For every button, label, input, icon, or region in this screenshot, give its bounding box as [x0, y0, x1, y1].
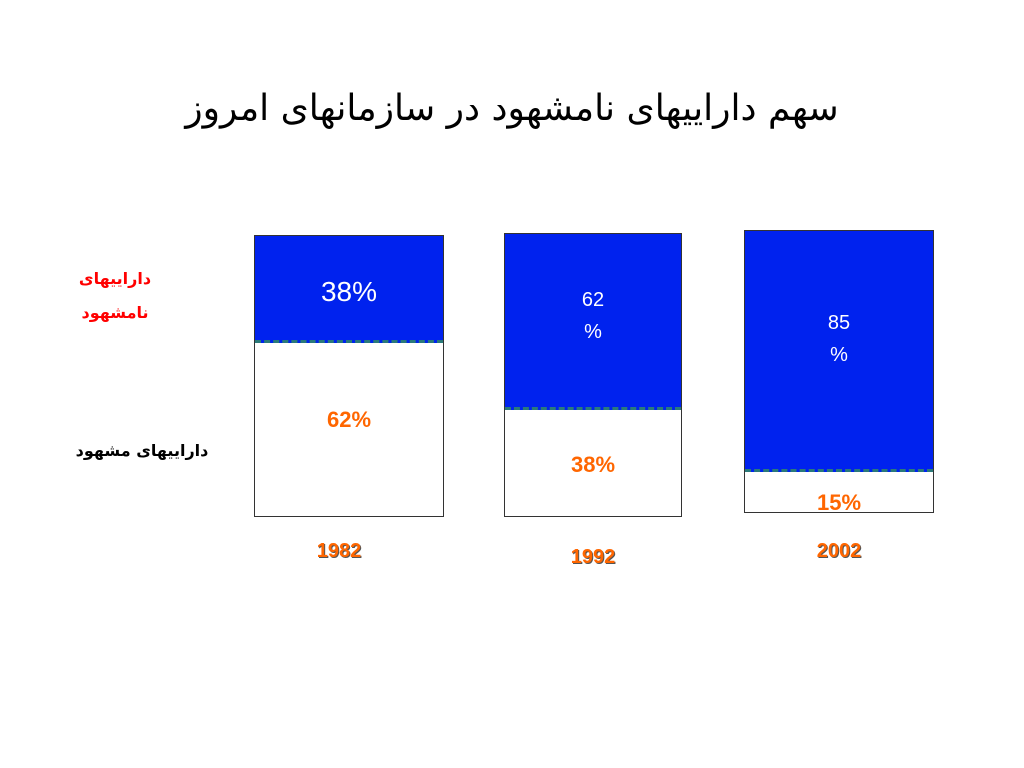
bar-segment-intangible-1992	[505, 234, 681, 410]
slide-title: سهم داراييهای نامشهود در سازمانهای امروز	[185, 88, 839, 129]
year-label-1992: 1992	[570, 546, 616, 568]
data-label-tangible-2002: 15%	[816, 490, 862, 515]
legend-intangible-label: داراييهای نامشهود	[78, 269, 152, 322]
data-label-intangible-1992: 62 %	[581, 289, 605, 343]
data-label-intangible-2002: 85 %	[827, 312, 851, 366]
year-label-1982: 1982	[316, 540, 362, 562]
bar-column-1992: 62 % 38%	[504, 233, 682, 517]
bar-segment-intangible-2002	[745, 231, 933, 472]
bar-segment-intangible-1982	[255, 236, 443, 343]
bar-column-2002: 85 % 15%	[744, 230, 934, 515]
data-label-intangible-1982: 38%	[320, 276, 378, 307]
data-label-tangible-1982: 62%	[326, 407, 372, 432]
legend-tangible-label: داراييهای مشهود	[75, 441, 209, 460]
bar-column-1982: 38% 62%	[254, 235, 444, 517]
data-label-tangible-1992: 38%	[570, 452, 616, 477]
year-label-2002: 2002	[816, 540, 862, 562]
